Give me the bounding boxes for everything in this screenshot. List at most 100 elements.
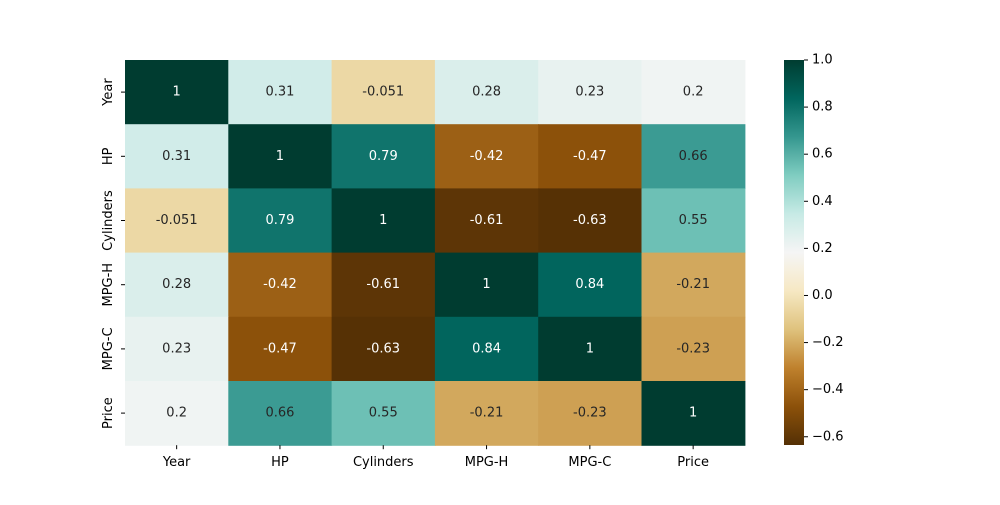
heatmap-cell <box>331 188 436 254</box>
cell-value-label: -0.21 <box>676 277 710 292</box>
cell-value-label: 1 <box>379 213 387 228</box>
y-tick-label: HP <box>101 147 116 165</box>
heatmap-cell <box>228 381 333 446</box>
heatmap-cell <box>125 381 229 446</box>
colorbar-tick-label: 0.2 <box>812 241 833 256</box>
x-tick-label: Year <box>162 455 191 470</box>
cell-value-label: 0.28 <box>472 85 501 100</box>
heatmap-cell <box>538 316 643 382</box>
colorbar-tick-label: −0.2 <box>812 335 844 350</box>
heatmap-cells: 1 0.31 -0.051 0.28 0.23 0.2 0.31 1 0.79 -0.42 -0.4… <box>125 60 746 446</box>
cell-value-label: 0.55 <box>679 213 708 228</box>
y-tick-label: MPG-C <box>101 327 116 370</box>
cell-value-label: 0.31 <box>162 149 191 164</box>
cell-value-label: 0.28 <box>162 277 191 292</box>
heatmap-cell <box>641 60 746 125</box>
heatmap-cell <box>331 316 436 382</box>
x-tick-label: Price <box>677 455 709 470</box>
cell-value-label: 1 <box>276 149 284 164</box>
heatmap-cell <box>125 316 229 382</box>
heatmap-cell <box>331 124 436 189</box>
heatmap-cell <box>641 381 746 446</box>
colorbar-tick-label: 0.4 <box>812 194 833 209</box>
heatmap-cell <box>538 124 643 189</box>
cell-value-label: -0.21 <box>470 406 504 421</box>
y-tick-label: MPG-H <box>101 263 116 307</box>
cell-value-label: 0.79 <box>265 213 294 228</box>
colorbar: −0.6 −0.4 −0.2 0.0 0.2 0.4 0.6 0.8 1.0 <box>784 53 844 445</box>
cell-value-label: -0.61 <box>470 213 504 228</box>
x-tick-label: HP <box>271 455 289 470</box>
heatmap-cell <box>125 188 229 254</box>
heatmap-cell <box>125 252 229 318</box>
heatmap-cell <box>641 124 746 189</box>
cell-value-label: -0.051 <box>362 85 404 100</box>
cell-value-label: -0.63 <box>366 341 400 356</box>
heatmap-cell <box>331 60 436 125</box>
heatmap-cell <box>228 60 333 125</box>
cell-value-label: -0.42 <box>263 277 297 292</box>
cell-value-label: 0.84 <box>472 341 501 356</box>
heatmap-cell <box>434 60 539 125</box>
cell-value-label: 0.66 <box>679 149 708 164</box>
cell-value-label: 0.31 <box>265 85 294 100</box>
cell-value-label: -0.63 <box>573 213 607 228</box>
heatmap-cell <box>538 188 643 254</box>
heatmap-cell <box>228 252 333 318</box>
heatmap-cell <box>434 124 539 189</box>
heatmap-cell <box>331 381 436 446</box>
colorbar-tick-label: 0.6 <box>812 147 833 162</box>
heatmap-cell <box>228 316 333 382</box>
cell-value-label: -0.47 <box>263 341 297 356</box>
heatmap-cell <box>228 124 333 189</box>
colorbar-tick-label: −0.6 <box>812 429 844 444</box>
cell-value-label: 0.55 <box>369 406 398 421</box>
y-axis: Year HP Cylinders MPG-H MPG-C Price <box>101 78 125 429</box>
heatmap-cell <box>434 252 539 318</box>
colorbar-tick-label: 0.0 <box>812 288 833 303</box>
y-tick-label: Cylinders <box>101 190 116 251</box>
heatmap-cell <box>434 381 539 446</box>
heatmap-cell <box>641 316 746 382</box>
heatmap-cell <box>434 316 539 382</box>
heatmap-cell <box>538 381 643 446</box>
x-tick-label: MPG-H <box>465 455 509 470</box>
cell-value-label: 0.23 <box>162 341 191 356</box>
cell-value-label: 1 <box>689 406 697 421</box>
cell-value-label: 0.23 <box>575 85 604 100</box>
x-tick-label: MPG-C <box>568 455 611 470</box>
cell-value-label: 1 <box>586 341 594 356</box>
heatmap-cell <box>538 252 643 318</box>
cell-value-label: 0.2 <box>166 406 187 421</box>
cell-value-label: 0.2 <box>683 85 704 100</box>
cell-value-label: 0.79 <box>369 149 398 164</box>
cell-value-label: 0.84 <box>575 277 604 292</box>
heatmap-cell <box>641 188 746 254</box>
cell-value-label: 1 <box>173 85 181 100</box>
cell-value-label: 0.66 <box>265 406 294 421</box>
heatmap-cell <box>434 188 539 254</box>
colorbar-tick-label: 0.8 <box>812 100 833 115</box>
cell-value-label: 1 <box>482 277 490 292</box>
cell-value-label: -0.61 <box>366 277 400 292</box>
heatmap-cell <box>125 60 229 125</box>
cell-value-label: -0.42 <box>470 149 504 164</box>
cell-value-label: -0.23 <box>676 341 710 356</box>
x-tick-label: Cylinders <box>353 455 414 470</box>
cell-value-label: -0.23 <box>573 406 607 421</box>
heatmap-cell <box>331 252 436 318</box>
cell-value-label: -0.051 <box>156 213 198 228</box>
y-tick-label: Price <box>101 397 116 429</box>
heatmap-cell <box>538 60 643 125</box>
y-tick-label: Year <box>101 78 116 107</box>
colorbar-gradient <box>784 60 804 445</box>
heatmap-cell <box>228 188 333 254</box>
colorbar-tick-label: 1.0 <box>812 53 833 68</box>
heatmap-cell <box>641 252 746 318</box>
colorbar-tick-label: −0.4 <box>812 382 844 397</box>
cell-value-label: -0.47 <box>573 149 607 164</box>
heatmap-cell <box>125 124 229 189</box>
x-axis: Year HP Cylinders MPG-H MPG-C Price <box>162 445 709 470</box>
